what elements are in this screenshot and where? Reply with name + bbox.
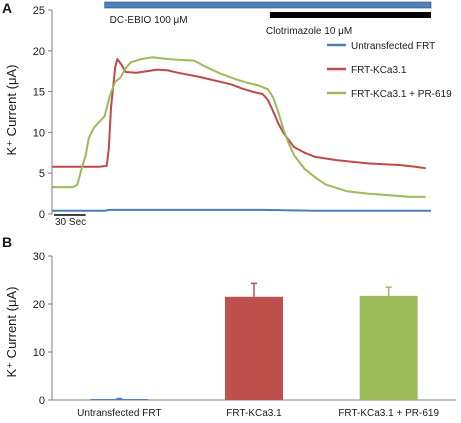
y-tick-label: 25 bbox=[33, 5, 45, 17]
plot-lines bbox=[52, 56, 431, 212]
series-line-frt-kca3-1-pr-619 bbox=[52, 56, 426, 198]
bar-frt-kca3-1 bbox=[225, 296, 283, 400]
series-line-untransfected-frt bbox=[52, 208, 431, 212]
y-tick-label: 20 bbox=[33, 46, 45, 58]
y-tick-label: 0 bbox=[39, 209, 45, 221]
panel-a-time-course-chart: A DC-EBIO 100 μM Clotrimazole 10 μM 0 5 10 1… bbox=[2, 0, 452, 228]
category-label: FRT-KCa3.1 bbox=[226, 408, 282, 419]
y-axis-label: K⁺ Current (μA) bbox=[4, 65, 19, 156]
category-label: FRT-KCa3.1 + PR-619 bbox=[338, 408, 439, 419]
y-tick-label: 10 bbox=[33, 347, 45, 359]
legend-label-kca31-pr619: FRT-KCa3.1 + PR-619 bbox=[351, 89, 452, 100]
panel-a-letter: A bbox=[2, 0, 12, 16]
legend-label-kca31: FRT-KCa3.1 bbox=[351, 65, 407, 76]
bars bbox=[90, 282, 418, 400]
scale-bar: 30 Sec bbox=[54, 214, 86, 228]
treatment-bars: DC-EBIO 100 μM Clotrimazole 10 μM bbox=[104, 1, 432, 37]
treatment-bar-dc-ebio bbox=[104, 1, 432, 9]
category-labels: Untransfected FRT FRT-KCa3.1 FRT-KCa3.1 + … bbox=[77, 408, 439, 419]
bar-untransfected-frt bbox=[90, 399, 149, 400]
legend-label-untransfected: Untransfected FRT bbox=[351, 41, 435, 52]
y-tick-label: 5 bbox=[39, 168, 45, 180]
y-axis-ticks: 0 5 10 15 20 25 bbox=[33, 5, 52, 221]
treatment-bar-clotrimazole bbox=[269, 12, 431, 18]
y-tick-label: 30 bbox=[33, 251, 45, 263]
series-line-frt-kca3-1 bbox=[52, 58, 426, 170]
treatment-label-clotrimazole: Clotrimazole 10 μM bbox=[266, 26, 352, 37]
panel-b-letter: B bbox=[2, 234, 12, 250]
y-tick-label: 10 bbox=[33, 127, 45, 139]
legend: Untransfected FRT FRT-KCa3.1 FRT-KCa3.1 … bbox=[327, 41, 452, 100]
y-tick-label: 0 bbox=[39, 395, 45, 407]
scale-bar-label: 30 Sec bbox=[55, 217, 86, 228]
treatment-label-dc-ebio: DC-EBIO 100 μM bbox=[110, 15, 188, 26]
category-label: Untransfected FRT bbox=[77, 408, 161, 419]
y-axis-label-b: K⁺ Current (μA) bbox=[4, 287, 19, 378]
bar-frt-kca3-1-pr-619 bbox=[359, 295, 418, 400]
y-tick-label: 15 bbox=[33, 87, 45, 99]
panel-b-bar-chart: B 0 10 20 30 Untransfected FRT FRT-KCa3.1 FRT… bbox=[2, 234, 456, 419]
y-tick-label: 20 bbox=[33, 299, 45, 311]
y-axis-ticks-b: 0 10 20 30 bbox=[33, 251, 52, 407]
